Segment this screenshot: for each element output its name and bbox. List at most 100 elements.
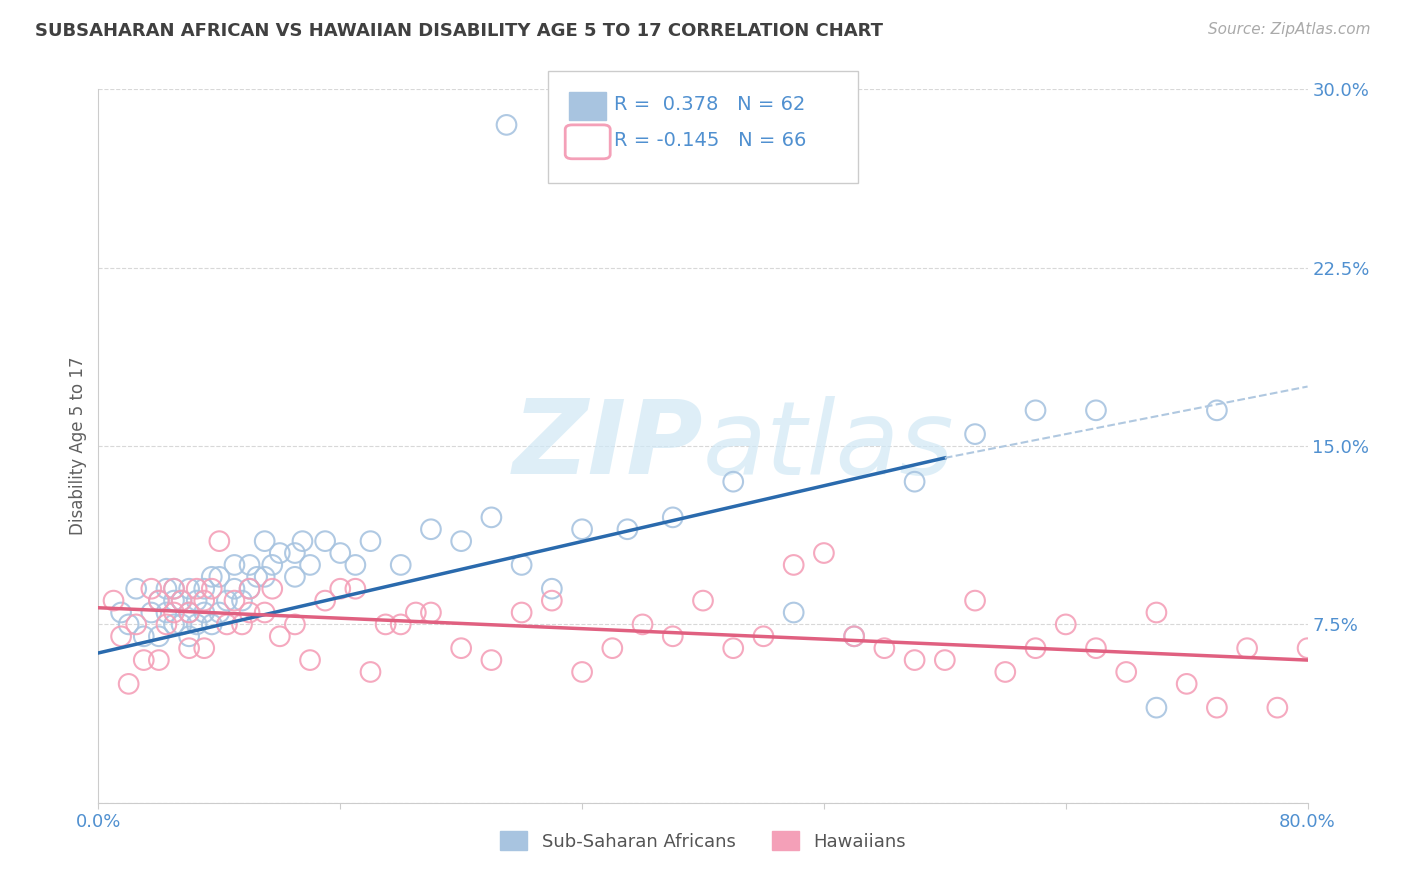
- Point: [602, 641, 624, 656]
- Point: [179, 606, 201, 620]
- Point: [246, 570, 269, 584]
- Point: [231, 593, 253, 607]
- Point: [201, 582, 224, 596]
- Text: R =  0.378   N = 62: R = 0.378 N = 62: [614, 95, 806, 114]
- Point: [1054, 617, 1077, 632]
- Point: [481, 653, 503, 667]
- Point: [163, 582, 186, 596]
- Point: [1024, 403, 1046, 417]
- Point: [495, 118, 517, 132]
- Point: [179, 606, 201, 620]
- Legend: Sub-Saharan Africans, Hawaiians: Sub-Saharan Africans, Hawaiians: [494, 824, 912, 858]
- Point: [1144, 606, 1167, 620]
- Point: [262, 558, 284, 572]
- Point: [344, 558, 367, 572]
- Point: [510, 558, 533, 572]
- Point: [179, 641, 201, 656]
- Text: R = -0.145   N = 66: R = -0.145 N = 66: [614, 130, 807, 150]
- Point: [420, 522, 443, 536]
- Point: [1206, 403, 1229, 417]
- Point: [118, 617, 141, 632]
- Point: [155, 617, 177, 632]
- Point: [844, 629, 866, 643]
- Point: [1175, 677, 1198, 691]
- Point: [239, 558, 262, 572]
- Point: [616, 522, 638, 536]
- Point: [163, 606, 186, 620]
- Point: [179, 629, 201, 643]
- Point: [163, 617, 186, 632]
- Point: [450, 534, 472, 549]
- Point: [170, 593, 193, 607]
- Point: [783, 558, 806, 572]
- Point: [253, 606, 276, 620]
- Point: [170, 593, 193, 607]
- Point: [360, 534, 382, 549]
- Point: [299, 653, 322, 667]
- Point: [163, 593, 186, 607]
- Point: [783, 606, 806, 620]
- Point: [420, 606, 443, 620]
- Point: [224, 593, 246, 607]
- Point: [208, 606, 231, 620]
- Point: [813, 546, 835, 560]
- Point: [510, 606, 533, 620]
- Point: [723, 641, 745, 656]
- Point: [215, 593, 238, 607]
- Point: [148, 629, 170, 643]
- Point: [1144, 700, 1167, 714]
- Point: [253, 534, 276, 549]
- Text: atlas: atlas: [703, 396, 955, 496]
- Point: [231, 617, 253, 632]
- Point: [186, 617, 208, 632]
- Point: [314, 593, 336, 607]
- Point: [284, 570, 307, 584]
- Point: [193, 641, 215, 656]
- Point: [904, 653, 927, 667]
- Point: [224, 582, 246, 596]
- Text: Source: ZipAtlas.com: Source: ZipAtlas.com: [1208, 22, 1371, 37]
- Point: [481, 510, 503, 524]
- Point: [571, 665, 593, 679]
- Point: [360, 665, 382, 679]
- Point: [1206, 700, 1229, 714]
- Point: [118, 677, 141, 691]
- Point: [934, 653, 956, 667]
- Point: [329, 582, 352, 596]
- Point: [201, 617, 224, 632]
- Point: [540, 582, 562, 596]
- Text: SUBSAHARAN AFRICAN VS HAWAIIAN DISABILITY AGE 5 TO 17 CORRELATION CHART: SUBSAHARAN AFRICAN VS HAWAIIAN DISABILIT…: [35, 22, 883, 40]
- Point: [262, 582, 284, 596]
- Point: [723, 475, 745, 489]
- Point: [155, 606, 177, 620]
- Point: [239, 582, 262, 596]
- Point: [148, 653, 170, 667]
- Point: [1296, 641, 1319, 656]
- Point: [692, 593, 714, 607]
- Point: [239, 606, 262, 620]
- Point: [132, 653, 155, 667]
- Point: [141, 582, 163, 596]
- Point: [299, 558, 322, 572]
- Point: [314, 534, 336, 549]
- Point: [125, 582, 148, 596]
- Point: [994, 665, 1017, 679]
- Point: [103, 593, 125, 607]
- Point: [904, 475, 927, 489]
- Point: [284, 617, 307, 632]
- Point: [1085, 403, 1108, 417]
- Point: [163, 582, 186, 596]
- Point: [239, 582, 262, 596]
- Point: [965, 427, 987, 442]
- Point: [193, 593, 215, 607]
- Point: [571, 522, 593, 536]
- Point: [186, 593, 208, 607]
- Point: [344, 582, 367, 596]
- Point: [540, 593, 562, 607]
- Point: [269, 546, 291, 560]
- Point: [661, 629, 683, 643]
- Point: [148, 593, 170, 607]
- Point: [208, 534, 231, 549]
- Point: [389, 617, 412, 632]
- Point: [193, 606, 215, 620]
